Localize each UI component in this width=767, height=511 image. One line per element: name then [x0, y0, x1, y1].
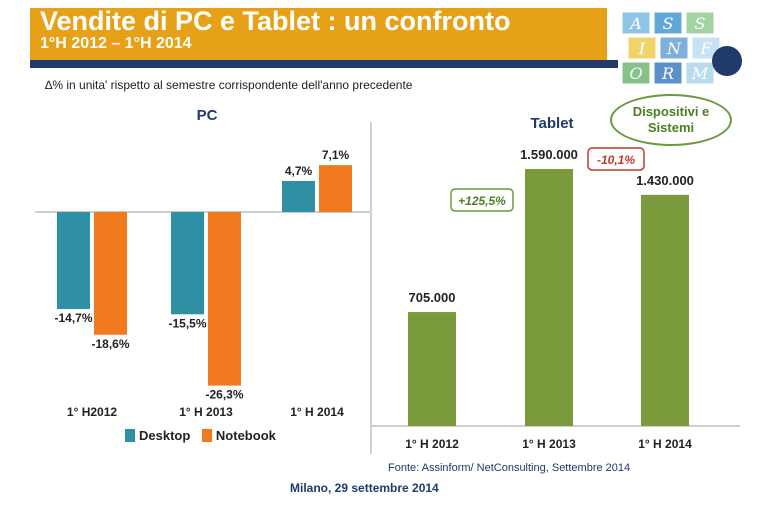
pc-legend: Desktop Notebook: [125, 428, 284, 445]
logo-letter: S: [695, 14, 706, 33]
title-banner: [30, 8, 607, 60]
pc-data-label: 7,1%: [322, 148, 350, 162]
logo-tile: [627, 36, 657, 60]
logo-tile: [621, 61, 651, 85]
panel-divider: [370, 122, 372, 454]
logo-letter: F: [699, 39, 712, 58]
tablet-category-label: 1° H 2012: [405, 437, 459, 451]
pc-bar-notebook: [94, 212, 127, 335]
growth-annotation: +125,5%: [458, 194, 506, 208]
assinform-logo: A S SI N FO R M: [618, 8, 728, 88]
pc-bar-desktop: [57, 212, 90, 310]
logo-tile: [653, 11, 683, 35]
logo-tile: [685, 11, 715, 35]
pc-bar-desktop: [171, 212, 204, 315]
logo-letter: N: [666, 39, 682, 58]
tablet-data-label: 705.000: [409, 290, 456, 305]
legend-label-desktop: Desktop: [139, 428, 191, 443]
pc-data-label: -15,5%: [168, 316, 206, 330]
logo-letter: A: [628, 14, 642, 33]
notebook-swatch: [201, 429, 212, 442]
logo-letter: R: [661, 64, 674, 83]
source-note: Fonte: Assinform/ NetConsulting, Settemb…: [388, 462, 631, 474]
logo-tile: [685, 61, 715, 85]
logo-circle: [712, 46, 742, 76]
logo-tile: [659, 36, 689, 60]
legend-item-notebook: Notebook: [201, 428, 276, 443]
pc-data-label: -26,3%: [205, 388, 243, 402]
header-rule: [30, 60, 720, 68]
pc-bar-notebook: [319, 165, 352, 212]
chart-subtitle: ∆% in unita' rispetto al semestre corris…: [45, 78, 413, 92]
logo-letter: S: [663, 14, 674, 33]
logo-tile: [621, 11, 651, 35]
pc-data-label: 4,7%: [285, 164, 313, 178]
pc-bar-notebook: [208, 212, 241, 386]
logo-letter: I: [638, 39, 646, 58]
tablet-data-label: 1.430.000: [636, 173, 694, 188]
tablet-chart-title: Tablet: [530, 115, 573, 132]
tablet-category-label: 1° H 2014: [638, 437, 692, 451]
tablet-bar: [408, 312, 456, 426]
pc-category-label: 1° H 2013: [179, 405, 233, 419]
decline-annotation: -10,1%: [597, 153, 635, 167]
pc-bar-desktop: [282, 180, 315, 212]
legend-item-desktop: Desktop: [125, 428, 190, 443]
period-label: 1°H 2012 – 1°H 2014: [40, 35, 192, 52]
tablet-category-label: 1° H 2013: [522, 437, 576, 451]
logo-letter: M: [691, 64, 709, 83]
tablet-bar: [525, 169, 573, 426]
growth-annotation-box: [450, 188, 514, 212]
tablet-data-label: 1.590.000: [520, 147, 578, 162]
legend-label-notebook: Notebook: [215, 428, 276, 443]
logo-tile: [653, 61, 683, 85]
logo-letter: O: [629, 64, 642, 83]
pc-category-label: 1° H 2014: [290, 405, 344, 419]
pc-chart-title: PC: [197, 107, 218, 124]
page-title: Vendite di PC e Tablet : un confronto: [40, 6, 511, 36]
pc-category-label: 1° H2012: [67, 405, 117, 419]
category-badge: Dispositivi e Sistemi: [610, 94, 732, 146]
decline-annotation-box: [587, 147, 645, 171]
pc-data-label: -14,7%: [54, 311, 92, 325]
desktop-swatch: [125, 429, 135, 442]
tablet-bar: [641, 194, 689, 426]
pc-data-label: -18,6%: [91, 337, 129, 351]
place-date: Milano, 29 settembre 2014: [290, 481, 439, 495]
